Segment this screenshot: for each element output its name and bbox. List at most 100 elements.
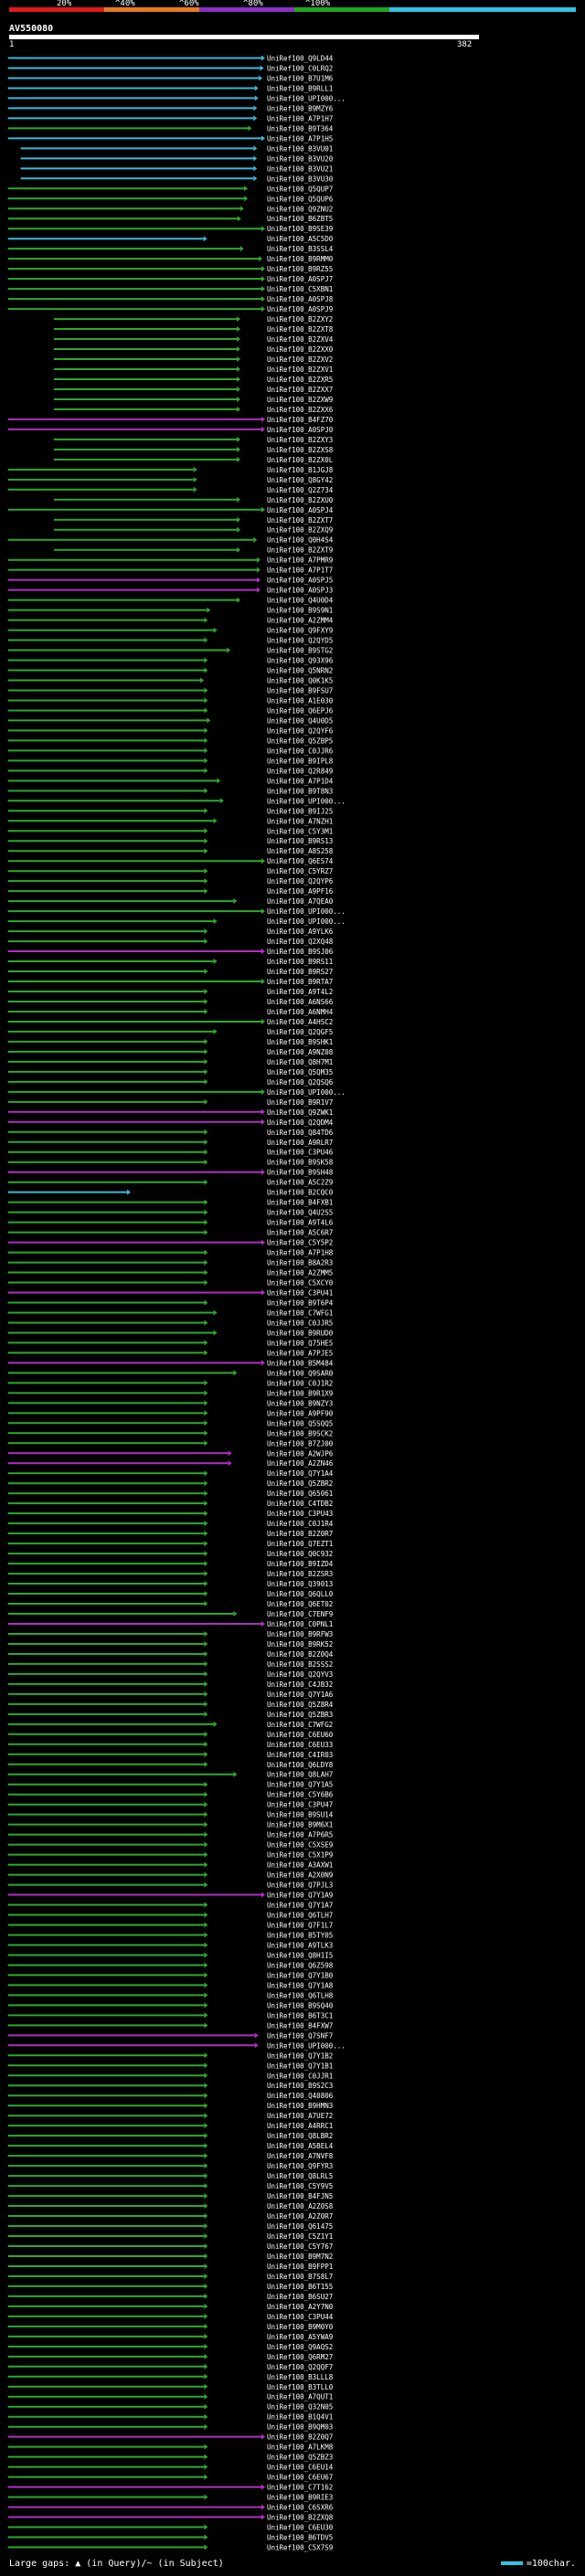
hit-label[interactable]: UniRef100_C0JJR5 (267, 1319, 333, 1327)
hit-label[interactable]: UniRef100_B9FSU7 (267, 686, 333, 694)
hit-label[interactable]: UniRef100_A2Y7N0 (267, 2303, 334, 2311)
hit-label[interactable]: UniRef100_B9RFW3 (267, 1630, 333, 1638)
hit-label[interactable]: UniRef100_C5Y767 (267, 2242, 333, 2251)
hit-label[interactable]: UniRef100_UPI000... (267, 907, 346, 916)
hit-label[interactable]: UniRef100_B2ZXX0 (267, 345, 334, 354)
hit-label[interactable]: UniRef100_B9IPL8 (267, 757, 334, 765)
hit-label[interactable]: UniRef100_Q6RM27 (267, 2353, 333, 2361)
hit-label[interactable]: UniRef100_C7WFG1 (267, 1309, 333, 1317)
hit-label[interactable]: UniRef100_B9R1V7 (267, 1098, 333, 1107)
hit-label[interactable]: UniRef100_B3VU21 (267, 164, 333, 173)
hit-label[interactable]: UniRef100_Q5ZBR2 (267, 1479, 333, 1488)
hit-label[interactable]: UniRef100_B9MZY6 (267, 104, 334, 112)
hit-label[interactable]: UniRef100_Q7Y1B1 (267, 2062, 333, 2070)
hit-label[interactable]: UniRef100_B2ZXV1 (267, 366, 333, 374)
hit-label[interactable]: UniRef100_B9RLL1 (267, 84, 333, 92)
hit-label[interactable]: UniRef100_B1JGJ8 (267, 466, 334, 474)
hit-label[interactable]: UniRef100_C6EU33 (267, 1741, 333, 1749)
hit-label[interactable]: UniRef100_B9RS11 (267, 958, 333, 966)
hit-label[interactable]: UniRef100_UPI000... (267, 797, 346, 805)
hit-label[interactable]: UniRef100_C4TDB2 (267, 1500, 333, 1508)
hit-label[interactable]: UniRef100_B2ZXT8 (267, 325, 334, 334)
hit-label[interactable]: UniRef100_C0LRQ2 (267, 64, 333, 72)
hit-label[interactable]: UniRef100_B6T155 (267, 2283, 333, 2291)
hit-label[interactable]: UniRef100_A7UE72 (267, 2112, 333, 2120)
hit-label[interactable]: UniRef100_Q39013 (267, 1580, 333, 1588)
hit-label[interactable]: UniRef100_A6NMH4 (267, 1008, 334, 1016)
hit-label[interactable]: UniRef100_C5X7S9 (267, 2544, 333, 2552)
hit-label[interactable]: UniRef100_A7QEA0 (267, 897, 334, 906)
hit-label[interactable]: UniRef100_Q7Y1A4 (267, 1469, 334, 1478)
hit-label[interactable]: UniRef100_Q5ZBZ3 (267, 2454, 333, 2462)
hit-label[interactable]: UniRef100_Q6QLL0 (267, 1590, 334, 1598)
hit-label[interactable]: UniRef100_A2Z0R7 (267, 2212, 333, 2221)
hit-label[interactable]: UniRef100_A5YWA9 (267, 2333, 333, 2341)
hit-label[interactable]: UniRef100_B9RZ55 (267, 265, 333, 273)
hit-label[interactable]: UniRef100_A7PJE5 (267, 1349, 333, 1357)
hit-label[interactable]: UniRef100_C5Y9V5 (267, 2182, 333, 2190)
hit-label[interactable]: UniRef100_A0SPJ8 (267, 295, 334, 303)
hit-label[interactable]: UniRef100_B5TY05 (267, 1931, 333, 1939)
hit-label[interactable]: UniRef100_A4RRC1 (267, 2122, 333, 2130)
hit-label[interactable]: UniRef100_C0J1R4 (267, 1520, 334, 1528)
hit-label[interactable]: UniRef100_Q7Y1A5 (267, 1781, 333, 1789)
hit-label[interactable]: UniRef100_B9SQ40 (267, 2001, 334, 2009)
hit-label[interactable]: UniRef100_C4IR03 (267, 1751, 333, 1759)
hit-label[interactable]: UniRef100_B3VU20 (267, 154, 334, 163)
hit-label[interactable]: UniRef100_Q8LRL5 (267, 2172, 333, 2180)
hit-label[interactable]: UniRef100_B9SU14 (267, 1811, 334, 1819)
hit-label[interactable]: UniRef100_B9T8N3 (267, 787, 333, 795)
hit-label[interactable]: UniRef100_Q84TD6 (267, 1129, 334, 1137)
hit-label[interactable]: UniRef100_A7PMR9 (267, 557, 333, 565)
hit-label[interactable]: UniRef100_C6EU67 (267, 2474, 333, 2482)
hit-label[interactable]: UniRef100_B2ZXQ9 (267, 526, 333, 535)
hit-label[interactable]: UniRef100_Q2QSQ6 (267, 1078, 334, 1087)
hit-label[interactable]: UniRef100_C6EU14 (267, 2464, 334, 2472)
hit-label[interactable]: UniRef100_UPI000... (267, 2041, 346, 2050)
hit-label[interactable]: UniRef100_C6SXR6 (267, 2504, 334, 2512)
hit-label[interactable]: UniRef100_Q2R849 (267, 767, 333, 775)
hit-label[interactable]: UniRef100_A9PF90 (267, 1409, 334, 1417)
hit-label[interactable]: UniRef100_B4FXB1 (267, 1199, 333, 1207)
hit-label[interactable]: UniRef100_A0SPJ4 (267, 506, 334, 514)
hit-label[interactable]: UniRef100_A5C6R7 (267, 1229, 333, 1237)
hit-label[interactable]: UniRef100_Q4U0D5 (267, 716, 333, 725)
hit-label[interactable]: UniRef100_A9T4L6 (267, 1219, 334, 1227)
hit-label[interactable]: UniRef100_B2ZXR5 (267, 376, 333, 384)
hit-label[interactable]: UniRef100_UPI000... (267, 1088, 346, 1097)
hit-label[interactable]: UniRef100_B9FPP1 (267, 2263, 333, 2271)
hit-label[interactable]: UniRef100_A0SPJ0 (267, 426, 334, 434)
hit-label[interactable]: UniRef100_A2WJP6 (267, 1449, 334, 1458)
hit-label[interactable]: UniRef100_B3TLL0 (267, 2383, 334, 2391)
hit-label[interactable]: UniRef100_Q4U0D4 (267, 597, 334, 605)
hit-label[interactable]: UniRef100_A2X0N9 (267, 1871, 333, 1880)
hit-label[interactable]: UniRef100_Q9ZNU2 (267, 205, 333, 213)
hit-label[interactable]: UniRef100_Q7SNF7 (267, 2031, 333, 2040)
hit-label[interactable]: UniRef100_B7U1M6 (267, 74, 334, 82)
hit-label[interactable]: UniRef100_B9SCK2 (267, 1429, 333, 1437)
hit-label[interactable]: UniRef100_C5X1P9 (267, 1851, 333, 1860)
hit-label[interactable]: UniRef100_B9SK58 (267, 1159, 334, 1167)
hit-label[interactable]: UniRef100_B9S9N1 (267, 607, 333, 615)
hit-label[interactable]: UniRef100_A6NS66 (267, 998, 334, 1006)
hit-label[interactable]: UniRef100_B4FZ70 (267, 416, 334, 424)
hit-label[interactable]: UniRef100_B9RUD0 (267, 1329, 334, 1337)
hit-label[interactable]: UniRef100_A0SPJ9 (267, 305, 333, 313)
hit-label[interactable]: UniRef100_A1E030 (267, 696, 334, 705)
hit-label[interactable]: UniRef100_Q4U2S5 (267, 1209, 333, 1217)
hit-label[interactable]: UniRef100_B9SH48 (267, 1169, 334, 1177)
hit-label[interactable]: UniRef100_B3VU01 (267, 144, 333, 153)
hit-label[interactable]: UniRef100_B9S2C3 (267, 2082, 333, 2090)
hit-label[interactable]: UniRef100_B7ZJ00 (267, 1439, 334, 1447)
hit-label[interactable]: UniRef100_B3SSL4 (267, 245, 334, 253)
hit-label[interactable]: UniRef100_C3PU46 (267, 1149, 334, 1157)
hit-label[interactable]: UniRef100_Q9AQS2 (267, 2343, 333, 2351)
hit-label[interactable]: UniRef100_Q40806 (267, 2092, 334, 2100)
hit-label[interactable]: UniRef100_Q9SAR0 (267, 1369, 334, 1377)
hit-label[interactable]: UniRef100_Q7Y1A8 (267, 1981, 334, 1989)
hit-label[interactable]: UniRef100_A8S258 (267, 847, 334, 855)
hit-label[interactable]: UniRef100_Q2QDM4 (267, 1118, 334, 1127)
hit-label[interactable]: UniRef100_A7P1D4 (267, 777, 334, 785)
hit-label[interactable]: UniRef100_Q5ZBP5 (267, 737, 333, 745)
hit-label[interactable]: UniRef100_B2ZXT9 (267, 546, 333, 555)
